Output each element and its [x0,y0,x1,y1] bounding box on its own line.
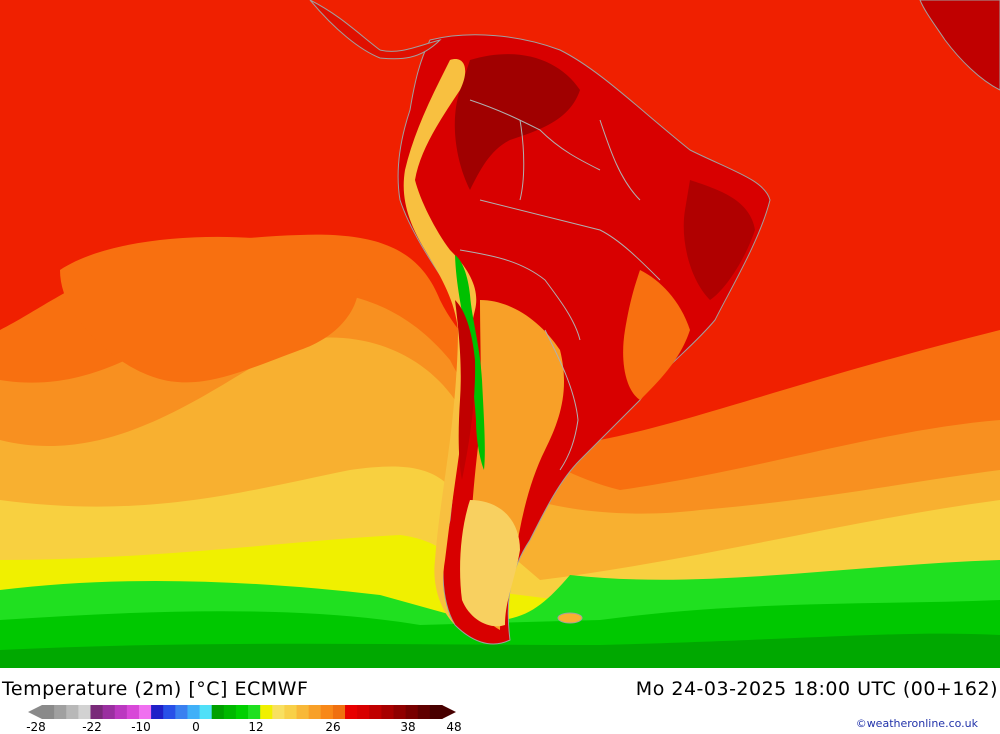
legend-swatch [199,705,213,719]
legend-swatch [223,705,237,719]
legend-swatch [235,705,249,719]
legend-swatch [114,705,128,719]
map-footer: Temperature (2m) [°C] ECMWF Mo 24-03-202… [0,668,1000,734]
credit-link[interactable]: ©weatheronline.co.uk [855,717,978,730]
legend-tick-label: 26 [325,720,341,734]
legend-swatch [42,705,55,719]
central-america [309,0,442,60]
legend-swatch [260,705,273,719]
legend-tick-label: 0 [192,720,200,734]
legend-tick-label: 48 [446,720,462,734]
legend-swatch [369,705,382,719]
legend-tick-label: -28 [26,720,46,734]
legend-swatch [163,705,176,719]
legend-swatch [102,705,116,719]
map-canvas [0,0,1000,668]
legend-swatch [332,705,346,719]
legend-swatch [320,705,334,719]
legend-swatch [296,705,310,719]
legend-swatch [393,705,407,719]
legend-swatch [272,705,285,719]
legend-swatch [308,705,322,719]
legend-swatch [248,705,261,719]
legend-swatch [126,705,140,719]
legend-tick-label: 38 [400,720,416,734]
legend-arrow-low [28,705,42,719]
color-legend [28,705,456,719]
amazon-hot-region [454,54,580,191]
legend-swatch [429,705,443,719]
legend-tick-label: -10 [131,720,151,734]
falkland-islands [557,612,583,624]
legend-swatch [211,705,225,719]
africa-corner [919,0,1000,91]
legend-swatch [175,705,188,719]
valid-time: Mo 24-03-2025 18:00 UTC (00+162) [635,678,998,700]
country-borders [459,99,661,471]
legend-swatch [187,705,201,719]
andes-cold-peaks [455,255,485,470]
temperature-map [0,0,1000,668]
legend-swatch [78,705,91,719]
legend-swatch [405,705,419,719]
andes-cool-band [403,59,477,625]
legend-tick-label: 12 [248,720,264,734]
legend-swatch [54,705,67,719]
legend-swatch [417,705,431,719]
south-brazil-warm [623,270,690,400]
patagonia-cool-region [460,500,520,627]
chile-coast-hot [455,300,476,480]
legend-swatch [357,705,370,719]
ocean-band-darkgreen [0,633,1000,668]
legend-tick-label: -22 [82,720,102,734]
legend-swatch [345,705,358,719]
legend-swatch [90,705,104,719]
map-title: Temperature (2m) [°C] ECMWF [2,678,309,700]
legend-swatch [284,705,298,719]
legend-swatch [138,705,152,719]
legend-swatch [66,705,79,719]
legend-swatch [151,705,164,719]
legend-arrow-high [442,705,456,719]
ocean-patch-west [60,236,359,383]
legend-swatch [381,705,395,719]
brazil-east-hot [683,180,755,300]
legend-labels: -28 -22 -10 0 12 26 38 48 [0,720,480,734]
